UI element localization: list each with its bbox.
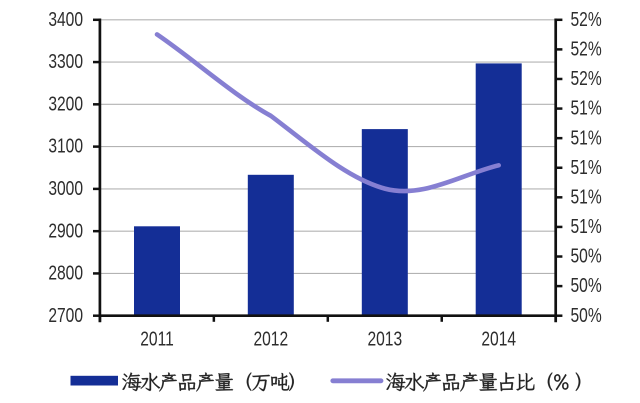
svg-text:2900: 2900 (48, 219, 83, 241)
svg-text:2013: 2013 (367, 327, 402, 349)
svg-text:2011: 2011 (140, 327, 174, 349)
svg-text:51%: 51% (571, 156, 602, 178)
svg-text:51%: 51% (571, 186, 602, 208)
svg-text:51%: 51% (571, 215, 602, 237)
svg-text:52%: 52% (571, 67, 602, 89)
svg-text:3200: 3200 (48, 93, 83, 115)
svg-text:50%: 50% (571, 245, 602, 267)
svg-text:2014: 2014 (481, 327, 516, 349)
svg-text:50%: 50% (571, 304, 602, 326)
svg-text:51%: 51% (571, 97, 602, 119)
svg-text:50%: 50% (571, 274, 602, 296)
svg-text:2700: 2700 (48, 304, 83, 326)
svg-text:52%: 52% (571, 38, 602, 60)
svg-text:52%: 52% (571, 8, 602, 30)
svg-text:3100: 3100 (48, 135, 83, 157)
svg-text:2012: 2012 (253, 327, 288, 349)
svg-text:3300: 3300 (48, 50, 83, 72)
svg-text:3400: 3400 (48, 8, 83, 30)
svg-text:2800: 2800 (48, 262, 83, 284)
svg-text:51%: 51% (571, 126, 602, 148)
svg-text:3000: 3000 (48, 177, 83, 199)
